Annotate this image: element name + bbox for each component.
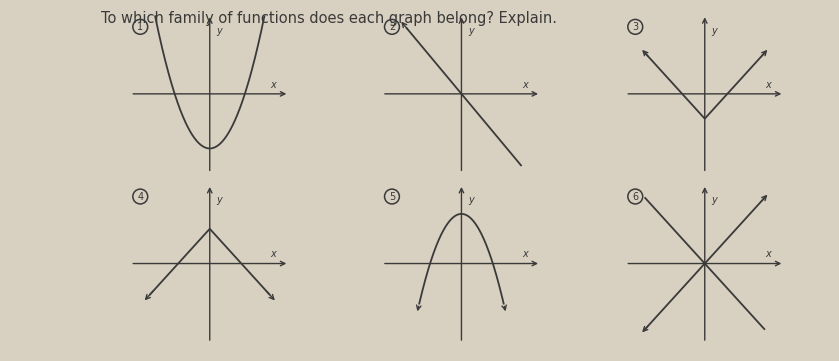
Text: y: y <box>216 26 221 35</box>
Text: To which family of functions does each graph belong? Explain.: To which family of functions does each g… <box>101 11 557 26</box>
Text: 4: 4 <box>138 192 143 201</box>
Text: 1: 1 <box>138 22 143 32</box>
Text: y: y <box>468 195 473 205</box>
Text: y: y <box>468 26 473 35</box>
Text: 5: 5 <box>388 192 395 201</box>
Text: x: x <box>270 79 276 90</box>
Text: x: x <box>522 249 528 259</box>
Text: x: x <box>765 249 771 259</box>
Text: x: x <box>765 79 771 90</box>
Text: 6: 6 <box>633 192 638 201</box>
Text: 3: 3 <box>633 22 638 32</box>
Text: y: y <box>711 26 717 35</box>
Text: y: y <box>216 195 221 205</box>
Text: y: y <box>711 195 717 205</box>
Text: 2: 2 <box>388 22 395 32</box>
Text: x: x <box>270 249 276 259</box>
Text: x: x <box>522 79 528 90</box>
